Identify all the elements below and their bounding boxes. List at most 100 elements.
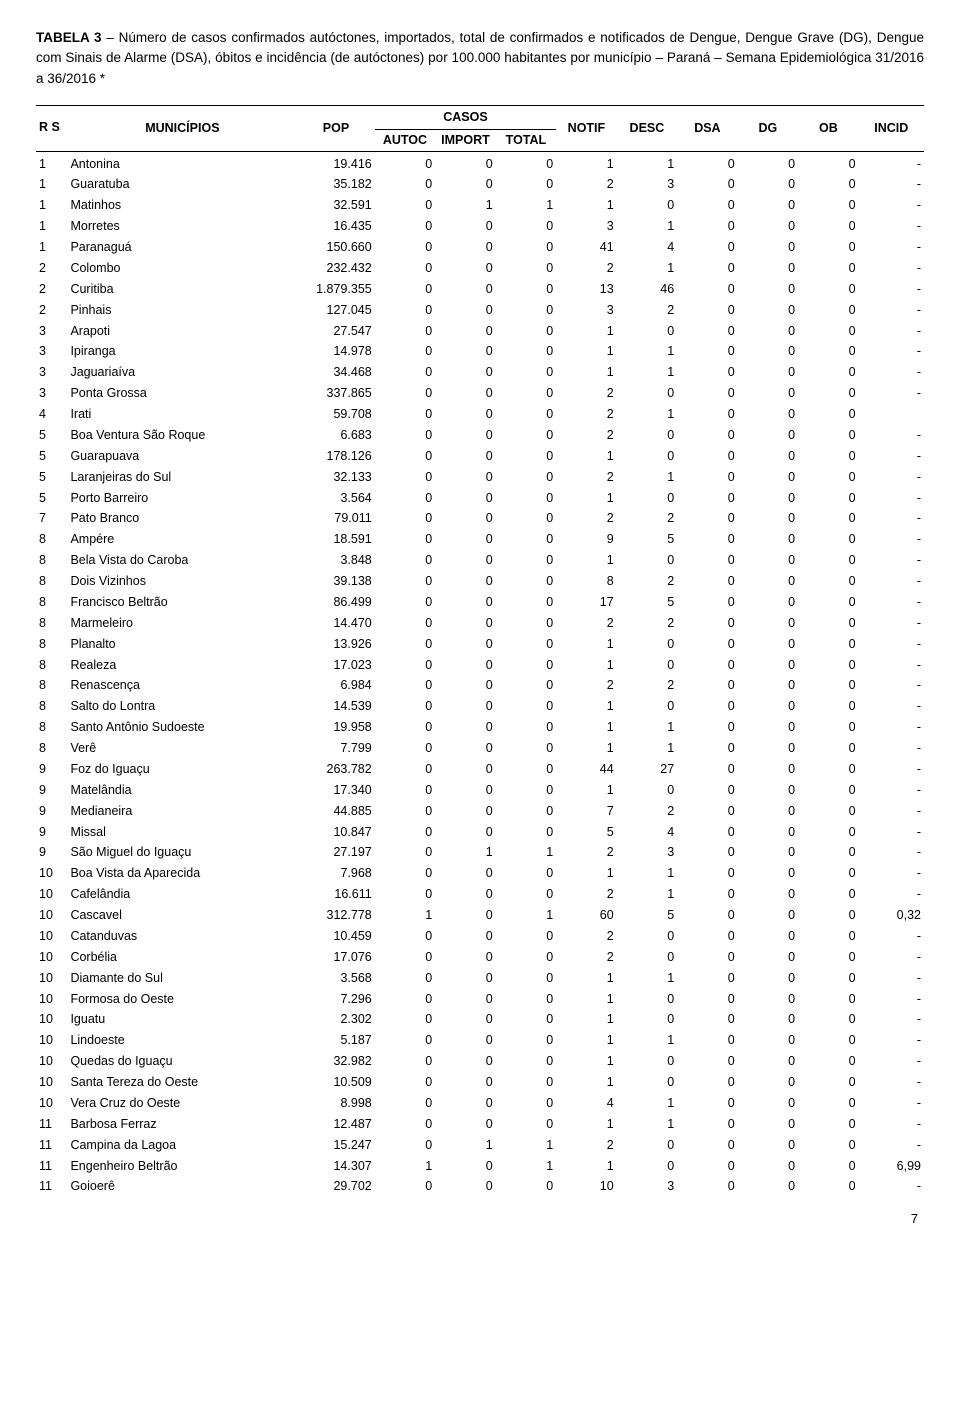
cell: 0 — [496, 404, 557, 425]
cell: Santa Tereza do Oeste — [67, 1072, 297, 1093]
cell: 0 — [496, 1114, 557, 1135]
cell: - — [859, 592, 924, 613]
cell: 0 — [738, 529, 798, 550]
cell: 3 — [617, 1176, 677, 1197]
table-row: 10Boa Vista da Aparecida7.96800011000- — [36, 863, 924, 884]
cell: 0 — [798, 926, 858, 947]
cell: Pinhais — [67, 300, 297, 321]
cell: 0 — [435, 383, 495, 404]
cell: 0 — [738, 696, 798, 717]
cell: 2 — [36, 300, 67, 321]
cell: São Miguel do Iguaçu — [67, 842, 297, 863]
cell: 0 — [798, 1051, 858, 1072]
cell: 1 — [617, 717, 677, 738]
cell: Colombo — [67, 258, 297, 279]
cell: 0 — [617, 446, 677, 467]
cell: 1 — [617, 341, 677, 362]
cell: 0 — [677, 237, 737, 258]
cell: 1 — [496, 842, 557, 863]
cell: - — [859, 1030, 924, 1051]
cell: 0 — [375, 151, 435, 174]
cell: 0 — [435, 780, 495, 801]
cell: 1 — [617, 1114, 677, 1135]
cell: 2 — [556, 404, 616, 425]
cell: 0 — [435, 675, 495, 696]
cell: 6,99 — [859, 1156, 924, 1177]
cell: 9 — [36, 842, 67, 863]
cell: 0 — [375, 822, 435, 843]
cell: 1 — [36, 151, 67, 174]
cell: 0 — [435, 759, 495, 780]
table-row: 11Engenheiro Beltrão14.307101100006,99 — [36, 1156, 924, 1177]
cell: 10 — [36, 1030, 67, 1051]
cell: 0 — [375, 488, 435, 509]
cell: Guarapuava — [67, 446, 297, 467]
cell: 0 — [677, 174, 737, 195]
cell: 0 — [435, 1114, 495, 1135]
cell: 0 — [798, 1093, 858, 1114]
cell: 0 — [496, 634, 557, 655]
table-row: 5Boa Ventura São Roque6.68300020000- — [36, 425, 924, 446]
cell: 0 — [738, 738, 798, 759]
cell: - — [859, 1072, 924, 1093]
cell: 0 — [435, 1009, 495, 1030]
cell: - — [859, 571, 924, 592]
cell: 0 — [435, 634, 495, 655]
cell: 0 — [738, 968, 798, 989]
cell: 41 — [556, 237, 616, 258]
cell: 0 — [435, 1051, 495, 1072]
table-row: 1Matinhos32.59101110000- — [36, 195, 924, 216]
cell: 0 — [798, 1176, 858, 1197]
cell: - — [859, 1114, 924, 1135]
table-row: 3Arapoti27.54700010000- — [36, 321, 924, 342]
cell: - — [859, 717, 924, 738]
cell: 0 — [496, 759, 557, 780]
cell: 0 — [677, 842, 737, 863]
table-header: R S MUNICÍPIOS POP CASOS NOTIF DESC DSA … — [36, 105, 924, 151]
cell: 17 — [556, 592, 616, 613]
cell: 0 — [677, 300, 737, 321]
cell: 0 — [617, 696, 677, 717]
cell: 0 — [435, 446, 495, 467]
table-title: TABELA 3 – Número de casos confirmados a… — [36, 28, 924, 89]
cell: 0 — [798, 237, 858, 258]
cell: 0 — [435, 279, 495, 300]
cell: 0 — [798, 801, 858, 822]
cell: 1 — [556, 446, 616, 467]
cell: Catanduvas — [67, 926, 297, 947]
cell: 0 — [435, 905, 495, 926]
table-row: 8Francisco Beltrão86.499000175000- — [36, 592, 924, 613]
cell: 0 — [496, 1009, 557, 1030]
cell: 0 — [738, 404, 798, 425]
cell: 1 — [36, 195, 67, 216]
cell: Francisco Beltrão — [67, 592, 297, 613]
cell: Vera Cruz do Oeste — [67, 1093, 297, 1114]
table-row: 8Renascença6.98400022000- — [36, 675, 924, 696]
cell: 0 — [375, 446, 435, 467]
table-row: 8Bela Vista do Caroba3.84800010000- — [36, 550, 924, 571]
cell: 0 — [798, 738, 858, 759]
cell: 0 — [375, 529, 435, 550]
cell: 0 — [617, 383, 677, 404]
cell: 0 — [375, 1009, 435, 1030]
cell: 0 — [375, 1176, 435, 1197]
cell: 0 — [738, 467, 798, 488]
cell: 0 — [798, 717, 858, 738]
cell: 0,32 — [859, 905, 924, 926]
cell: 0 — [375, 1114, 435, 1135]
cell: 1 — [496, 905, 557, 926]
table-row: 11Barbosa Ferraz12.48700011000- — [36, 1114, 924, 1135]
cell: - — [859, 383, 924, 404]
cell: 0 — [375, 571, 435, 592]
cell: 1 — [435, 195, 495, 216]
cell: 0 — [496, 655, 557, 676]
cell: 0 — [375, 1093, 435, 1114]
cell: 0 — [738, 801, 798, 822]
cell: 0 — [738, 550, 798, 571]
cell: 0 — [375, 216, 435, 237]
table-row: 1Guaratuba35.18200023000- — [36, 174, 924, 195]
cell: 11 — [36, 1135, 67, 1156]
cell: 0 — [617, 634, 677, 655]
cell: 11 — [36, 1156, 67, 1177]
cell: 0 — [375, 383, 435, 404]
